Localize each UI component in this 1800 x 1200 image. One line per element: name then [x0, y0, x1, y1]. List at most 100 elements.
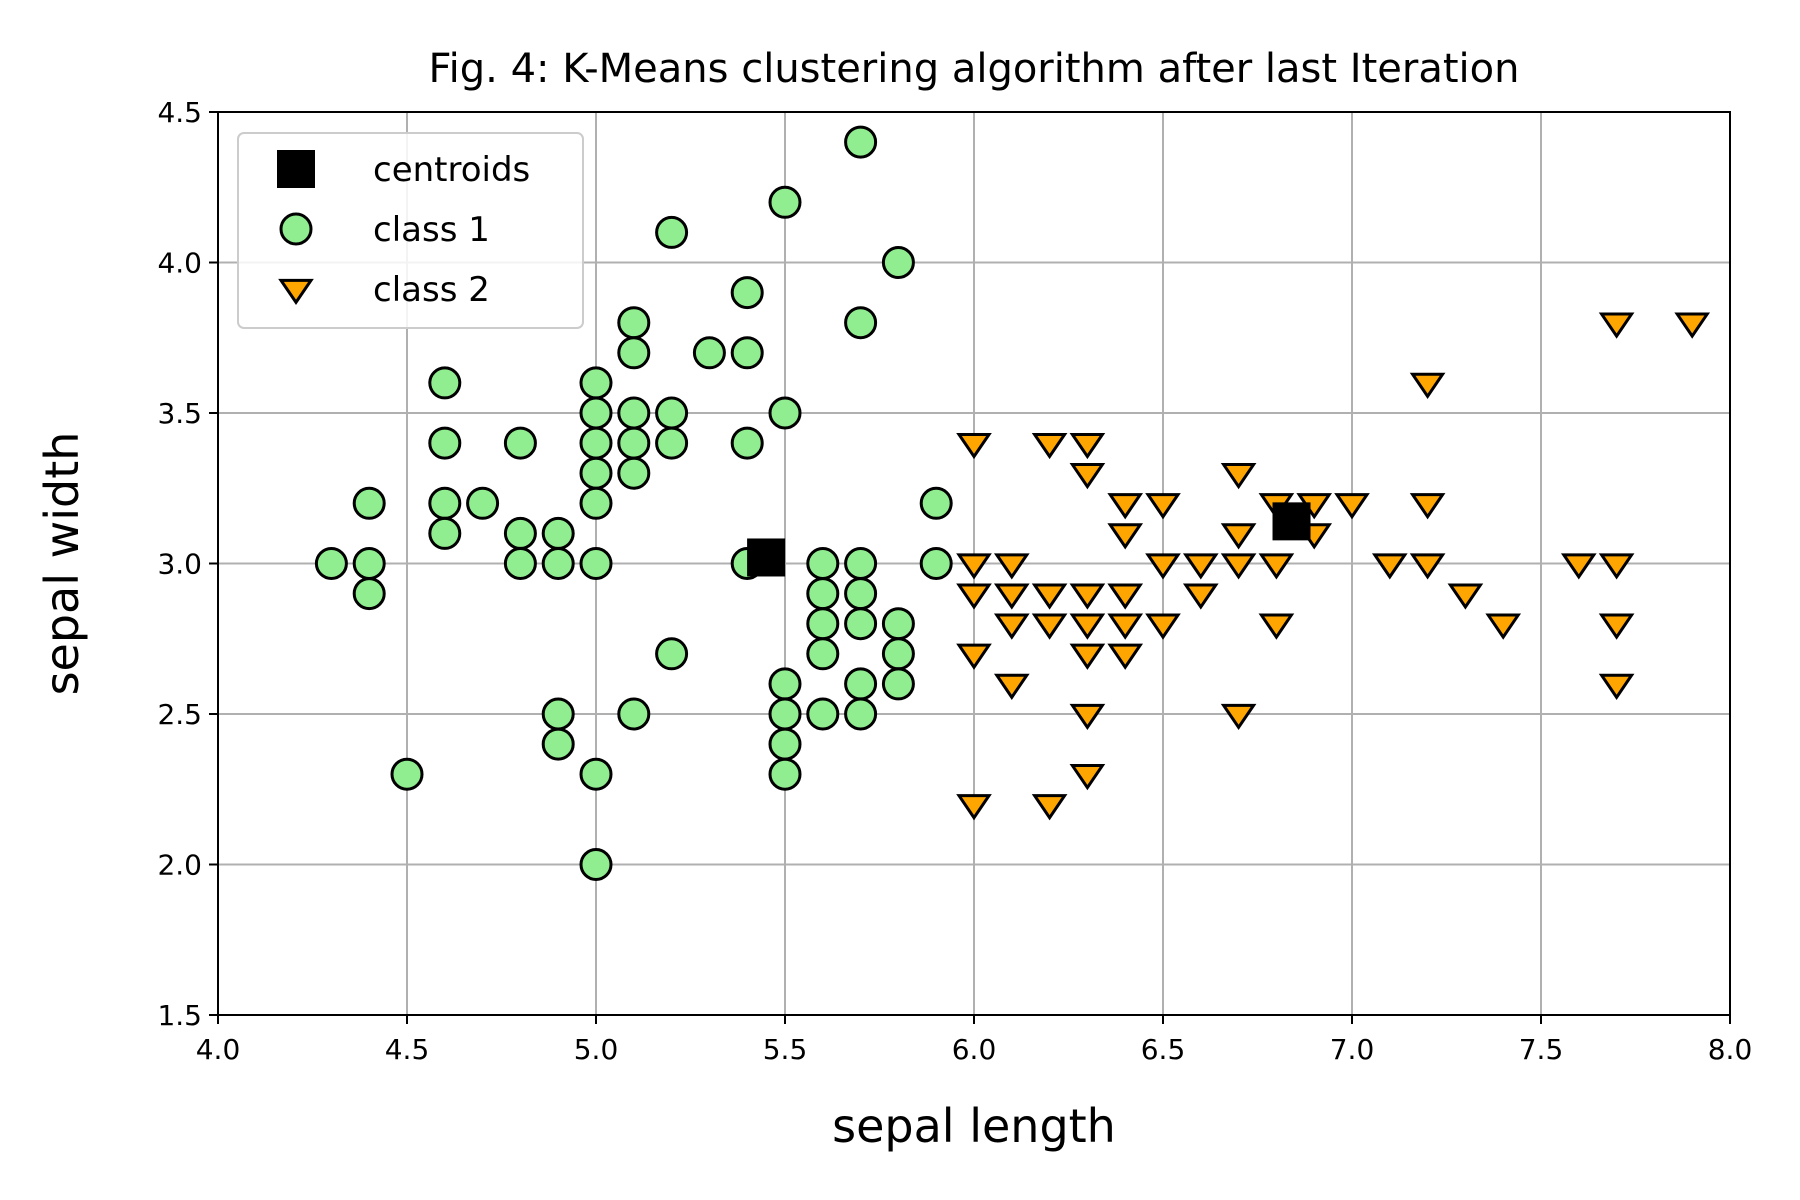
class-2-point — [1107, 643, 1144, 670]
class-2-point — [1069, 463, 1106, 490]
class-2-point — [1069, 703, 1106, 731]
class-1-point — [617, 697, 651, 731]
class-1-point — [844, 577, 878, 611]
class-1-point — [390, 757, 424, 791]
class-1-point — [881, 637, 915, 671]
class-1-point — [579, 757, 613, 791]
class-2-point — [1560, 553, 1597, 580]
class-1-point — [844, 667, 878, 701]
class-1-point — [541, 547, 575, 580]
class-1-point — [806, 697, 840, 731]
class-1-point — [617, 426, 651, 460]
class-1-point — [768, 697, 802, 731]
class-1-point — [541, 697, 575, 731]
centroids-point — [1272, 502, 1311, 541]
legend-marker-class-2 — [278, 278, 314, 306]
x-tick-label: 7.5 — [1519, 1033, 1564, 1066]
class-2-point — [1107, 493, 1144, 520]
class-1-point — [806, 547, 840, 580]
class-1-point — [844, 607, 878, 641]
legend-entries: centroids class 1 class 2 — [277, 150, 530, 310]
class-1-point — [881, 667, 915, 701]
class-1-point — [692, 336, 726, 370]
class-2-point — [1069, 764, 1106, 791]
class-2-point — [1220, 553, 1257, 580]
class-2-point — [1069, 613, 1106, 640]
class-2-point — [1674, 312, 1711, 339]
class-2-point — [1145, 553, 1181, 580]
class-1-point — [844, 547, 878, 580]
class-2-point — [1220, 463, 1257, 490]
class-1-point — [806, 607, 840, 641]
class-2-point — [1107, 583, 1144, 610]
legend-box — [237, 132, 584, 329]
x-tick-label: 4.0 — [196, 1033, 241, 1066]
class-1-point — [655, 426, 689, 460]
class-1-point — [428, 366, 462, 400]
legend-label-centroids: centroids — [373, 150, 530, 190]
legend-label-class-2: class 2 — [373, 270, 490, 310]
class-1-point — [503, 516, 537, 550]
class-2-point — [1145, 493, 1181, 520]
class-1-point — [617, 336, 651, 370]
class-2-point — [956, 553, 992, 580]
x-tick-label: 6.5 — [1141, 1033, 1186, 1066]
x-tick-label: 8.0 — [1708, 1033, 1753, 1066]
class-1-point — [579, 848, 613, 881]
class-1-point — [541, 727, 575, 761]
class-1-point — [730, 336, 764, 370]
class-2-point — [956, 794, 992, 821]
class-2-point — [1334, 493, 1370, 520]
y-tick-label: 3.0 — [157, 548, 202, 581]
class-1-point — [579, 547, 613, 580]
class-1-point — [617, 396, 651, 430]
class-1-point — [352, 486, 386, 520]
class-1-point — [730, 276, 764, 310]
class-2-point — [993, 673, 1030, 700]
class-2-point — [1220, 703, 1257, 731]
class-1-point — [768, 667, 802, 701]
ticks-layer: 4.0 4.5 5.0 5.5 6.0 6.5 7.0 7.5 8.0 1.5 2.0 2.5 3.0 3… — [157, 96, 1752, 1066]
legend-label-class-1: class 1 — [373, 210, 490, 250]
class-1-point — [428, 426, 462, 460]
marks-layer — [314, 125, 1711, 881]
chart-title: Fig. 4: K-Means clustering algorithm aft… — [429, 46, 1520, 92]
class-2-point — [1031, 794, 1068, 821]
y-tick-label: 1.5 — [157, 999, 202, 1032]
class-2-point — [1485, 613, 1522, 640]
class-1-point — [844, 697, 878, 731]
class-1-point — [881, 607, 915, 641]
class-2-point — [956, 583, 992, 610]
class-1-point — [579, 366, 613, 400]
class-1-point — [428, 516, 462, 550]
class-1-point — [768, 757, 802, 791]
class-2-point — [1069, 583, 1106, 610]
x-tick-label: 7.0 — [1330, 1033, 1375, 1066]
class-2-point — [956, 432, 992, 460]
class-1-point — [655, 637, 689, 671]
class-2-point — [1598, 553, 1635, 580]
plot-frame — [217, 111, 1731, 1016]
y-tick-label: 4.0 — [157, 247, 202, 280]
class-1-point — [579, 456, 613, 490]
class-1-point — [466, 486, 500, 520]
class-2-point — [1182, 553, 1219, 580]
class-2-point — [1031, 613, 1068, 640]
class-1-point — [844, 125, 878, 159]
class-2-point — [993, 613, 1030, 640]
class-2-point — [993, 553, 1030, 580]
class-1-point — [919, 547, 953, 580]
class-2-point — [1220, 523, 1257, 550]
legend-marker-class-1 — [279, 212, 313, 246]
class-2-point — [1182, 583, 1219, 610]
y-axis-label: sepal width — [35, 432, 89, 696]
class-1-point — [844, 306, 878, 340]
class-2-point — [1409, 493, 1446, 520]
legend: centroids class 1 class 2 — [237, 132, 584, 329]
class-1-point — [806, 577, 840, 611]
y-tick-label: 4.5 — [157, 96, 202, 129]
class-1-point — [768, 396, 802, 430]
class-2-point — [1031, 583, 1068, 610]
